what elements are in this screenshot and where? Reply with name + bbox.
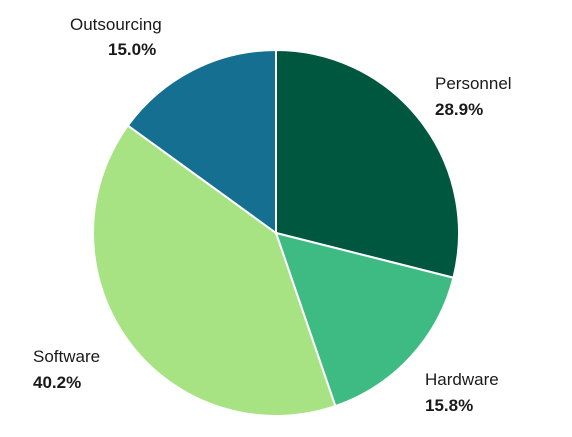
slice-label-hardware: Hardware 15.8% (425, 370, 499, 415)
slice-name-personnel: Personnel (435, 74, 512, 93)
pie-slice-outsourcing (126, 49, 277, 234)
slice-label-personnel: Personnel 28.9% (435, 74, 512, 119)
slice-value-hardware: 15.8% (425, 396, 473, 415)
pie-slice-personnel (275, 49, 460, 279)
pie-slice-software (92, 124, 337, 417)
slice-label-outsourcing: Outsourcing 15.0% (70, 15, 162, 59)
slice-name-hardware: Hardware (425, 370, 499, 389)
slice-label-software: Software 40.2% (33, 347, 100, 392)
slice-name-outsourcing: Outsourcing (70, 15, 162, 34)
slice-name-software: Software (33, 347, 100, 366)
slice-value-software: 40.2% (33, 373, 81, 392)
slice-value-personnel: 28.9% (435, 100, 483, 119)
slice-value-outsourcing: 15.0% (108, 40, 156, 59)
pie-slices (92, 49, 460, 417)
pie-slice-hardware (275, 232, 455, 408)
